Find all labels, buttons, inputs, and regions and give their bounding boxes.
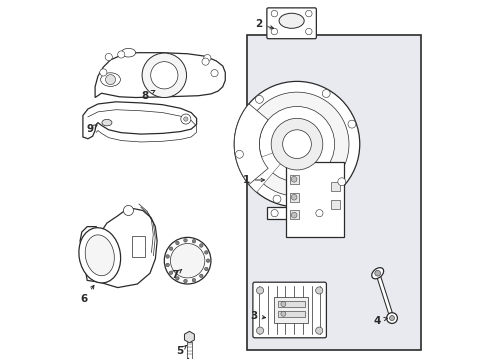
Circle shape: [199, 274, 203, 278]
Circle shape: [271, 118, 323, 170]
Bar: [331, 200, 340, 209]
Circle shape: [316, 210, 323, 217]
Circle shape: [256, 287, 264, 294]
Text: 1: 1: [243, 175, 265, 185]
Circle shape: [105, 53, 112, 60]
Circle shape: [211, 69, 218, 77]
Circle shape: [175, 241, 179, 245]
Ellipse shape: [372, 268, 384, 279]
Circle shape: [181, 114, 191, 124]
FancyBboxPatch shape: [267, 8, 317, 39]
Text: 3: 3: [250, 311, 266, 321]
Circle shape: [166, 263, 170, 267]
Circle shape: [171, 243, 205, 278]
Circle shape: [204, 251, 208, 254]
Circle shape: [255, 95, 263, 103]
Circle shape: [234, 81, 360, 207]
Circle shape: [316, 327, 323, 334]
Circle shape: [291, 194, 297, 200]
Circle shape: [322, 90, 330, 98]
Text: 5: 5: [176, 346, 186, 356]
Circle shape: [236, 150, 244, 158]
Circle shape: [184, 239, 187, 242]
Circle shape: [142, 53, 187, 98]
Circle shape: [199, 244, 203, 247]
Circle shape: [204, 54, 211, 62]
Text: 9: 9: [87, 124, 97, 134]
Circle shape: [105, 75, 116, 85]
Bar: [286, 162, 343, 237]
Circle shape: [283, 130, 311, 158]
Bar: [132, 235, 145, 257]
Circle shape: [164, 237, 211, 284]
Circle shape: [375, 270, 381, 276]
Ellipse shape: [79, 228, 121, 283]
Polygon shape: [234, 104, 268, 184]
Polygon shape: [95, 53, 225, 98]
Circle shape: [306, 28, 312, 35]
Ellipse shape: [85, 235, 114, 276]
Circle shape: [169, 247, 173, 251]
Circle shape: [271, 210, 278, 217]
Text: 2: 2: [255, 19, 273, 29]
Bar: [290, 175, 299, 184]
Circle shape: [245, 92, 349, 196]
Circle shape: [192, 278, 196, 282]
Text: 8: 8: [142, 90, 155, 101]
Circle shape: [100, 69, 107, 76]
Bar: [290, 211, 299, 220]
Circle shape: [123, 206, 133, 216]
Circle shape: [169, 271, 173, 274]
Circle shape: [204, 267, 208, 271]
Circle shape: [348, 120, 356, 128]
Circle shape: [273, 195, 281, 203]
Bar: [268, 207, 326, 220]
Circle shape: [390, 316, 394, 320]
Bar: [187, 342, 192, 359]
Circle shape: [259, 107, 335, 182]
Circle shape: [338, 178, 346, 186]
Ellipse shape: [100, 73, 121, 86]
Wedge shape: [238, 144, 297, 192]
Bar: [274, 297, 309, 323]
Polygon shape: [83, 102, 196, 139]
Circle shape: [206, 259, 210, 262]
Bar: [247, 35, 421, 350]
Text: 6: 6: [81, 285, 94, 304]
Circle shape: [192, 239, 196, 243]
Bar: [290, 193, 299, 202]
Text: 7: 7: [172, 269, 182, 280]
Bar: [278, 311, 305, 317]
Circle shape: [271, 10, 278, 17]
Circle shape: [291, 212, 297, 218]
Bar: [278, 301, 305, 307]
Circle shape: [271, 28, 278, 35]
Circle shape: [184, 279, 187, 283]
Circle shape: [256, 327, 264, 334]
Circle shape: [151, 62, 178, 89]
Circle shape: [387, 313, 397, 323]
FancyBboxPatch shape: [253, 282, 326, 338]
Circle shape: [202, 58, 209, 65]
Circle shape: [316, 287, 323, 294]
Circle shape: [281, 302, 286, 307]
Circle shape: [118, 51, 125, 58]
Polygon shape: [184, 331, 195, 343]
Circle shape: [281, 311, 286, 316]
Ellipse shape: [279, 13, 304, 28]
Circle shape: [291, 176, 297, 182]
Bar: [331, 182, 340, 191]
Circle shape: [184, 117, 188, 121]
Text: 4: 4: [373, 316, 388, 325]
Ellipse shape: [102, 120, 112, 126]
Circle shape: [166, 255, 170, 258]
Polygon shape: [80, 209, 157, 288]
Circle shape: [306, 10, 312, 17]
Ellipse shape: [122, 48, 136, 57]
Circle shape: [175, 276, 179, 280]
